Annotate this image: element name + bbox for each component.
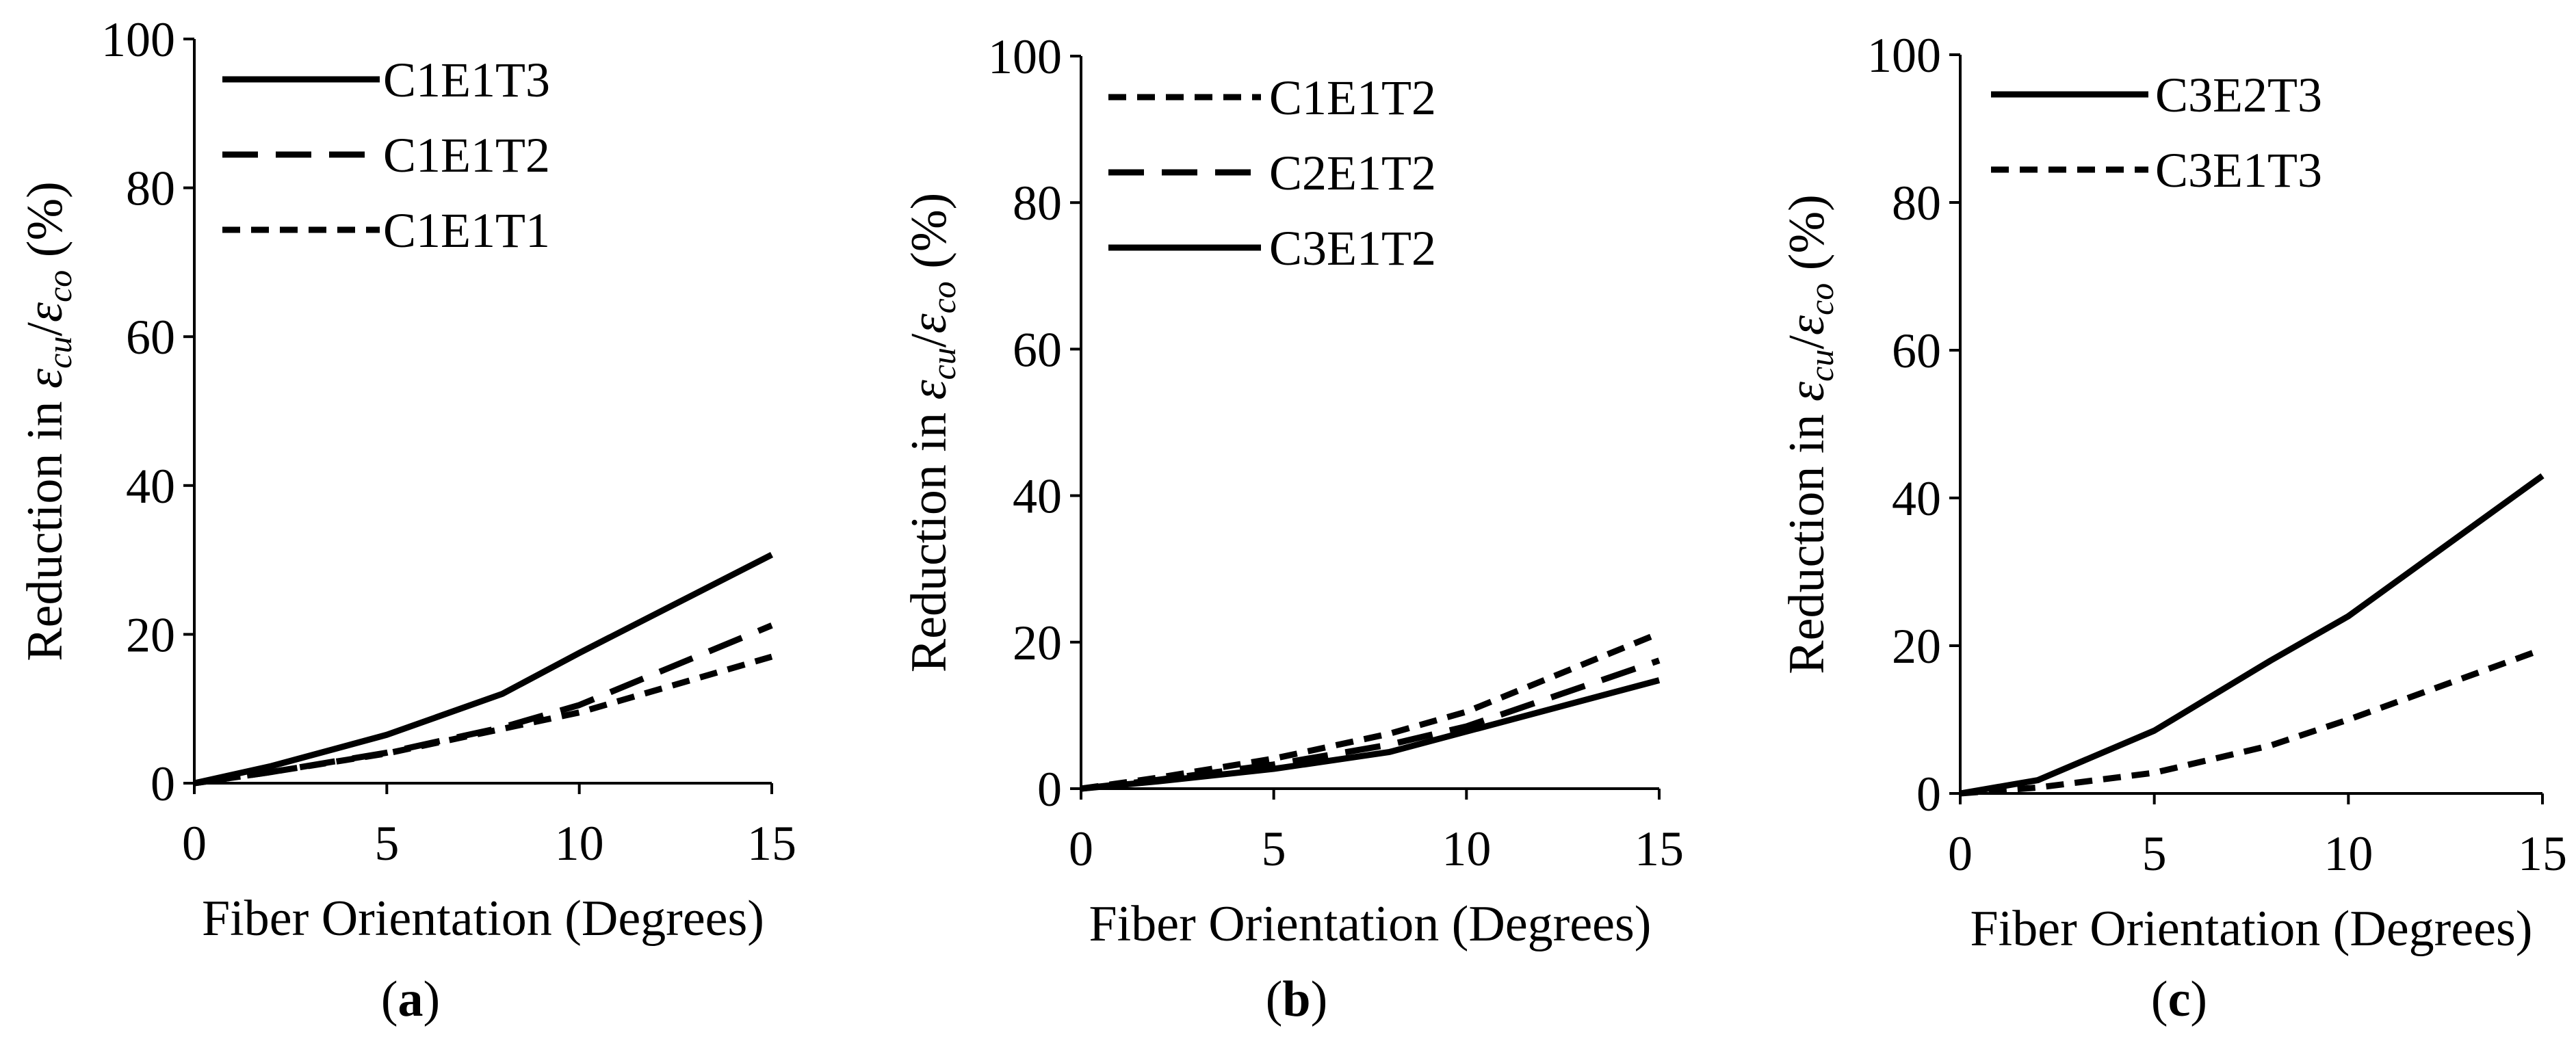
y-axis-title-den: ε xyxy=(1779,315,1835,335)
caption-close: ) xyxy=(1311,971,1328,1027)
x-tick-label: 15 xyxy=(2518,826,2567,881)
y-tick-label: 80 xyxy=(126,161,175,216)
legend-label-c2e1t2: C2E1T2 xyxy=(1269,146,1436,200)
series-line-c3e1t2 xyxy=(1080,677,1661,792)
y-axis-title-num-sub: cu xyxy=(1802,350,1840,382)
x-tick-label: 10 xyxy=(2324,826,2373,881)
y-axis-title-slash: / xyxy=(901,333,957,347)
x-axis-title: Fiber Orientation (Degrees) xyxy=(1089,896,1652,952)
y-tick-label: 60 xyxy=(1892,324,1941,378)
x-tick-label: 15 xyxy=(1635,821,1684,876)
y-axis-title-num-sub: cu xyxy=(924,347,963,380)
legend-label-c1e1t2: C1E1T2 xyxy=(1269,70,1436,125)
y-axis-title-den-sub: co xyxy=(924,281,963,313)
y-tick-label: 40 xyxy=(126,459,175,514)
legend-label-c3e2t3: C3E2T3 xyxy=(2155,68,2322,122)
legend-label-c3e1t2: C3E1T2 xyxy=(1269,221,1436,276)
y-axis-title-suffix: (%) xyxy=(1779,194,1835,282)
caption-open: ( xyxy=(1266,971,1283,1027)
x-axis-title: Fiber Orientation (Degrees) xyxy=(202,891,764,947)
series-line-c3e1t3 xyxy=(1960,646,2544,797)
caption-close: ) xyxy=(424,971,441,1027)
y-axis-title: Reduction in εcu/εco (%) xyxy=(17,181,79,661)
y-tick-label: 0 xyxy=(1037,762,1062,817)
y-tick-label: 100 xyxy=(1867,28,1941,83)
chart-panel-b: 0 20 40 60 80 100 0 5 10 15 Fiber Orientation (Deg… xyxy=(901,29,1684,1027)
series-line-c2e1t2 xyxy=(1080,657,1661,792)
x-tick-label: 5 xyxy=(374,816,399,871)
y-axis-title: Reduction in εcu/εco (%) xyxy=(1779,194,1840,674)
legend: C3E2T3 C3E1T3 xyxy=(1991,68,2322,198)
y-axis-title-prefix: Reduction in xyxy=(17,389,73,661)
y-axis-title-num-sub: cu xyxy=(40,337,79,369)
y-axis-title-slash: / xyxy=(17,322,73,337)
x-axis-title: Fiber Orientation (Degrees) xyxy=(1970,901,2533,957)
y-tick-label: 20 xyxy=(126,607,175,662)
y-tick-label: 20 xyxy=(1013,616,1062,670)
y-axis-title: Reduction in εcu/εco (%) xyxy=(901,193,963,672)
y-tick-label: 0 xyxy=(1916,767,1941,821)
y-tick-label: 80 xyxy=(1892,176,1941,231)
y-axis-title-den: ε xyxy=(17,302,73,322)
y-axis-title-suffix: (%) xyxy=(901,193,957,281)
x-tick-label: 0 xyxy=(1948,826,1973,881)
caption-letter: a xyxy=(398,971,424,1027)
y-tick-label: 40 xyxy=(1013,469,1062,524)
x-tick-label: 5 xyxy=(2142,826,2167,881)
y-tick-label: 80 xyxy=(1013,176,1062,231)
caption-open: ( xyxy=(381,971,398,1027)
y-tick-label: 0 xyxy=(151,757,175,811)
y-axis-title-num: ε xyxy=(17,368,73,389)
y-axis-title-den-sub: co xyxy=(1802,283,1840,315)
legend-label-c1e1t1: C1E1T1 xyxy=(383,203,550,258)
panel-caption: (b) xyxy=(1266,971,1327,1027)
y-axis-title-suffix: (%) xyxy=(17,181,73,269)
legend-label-c1e1t2: C1E1T2 xyxy=(383,128,550,183)
x-tick-label: 10 xyxy=(1442,821,1491,876)
series-line-c1e1t3 xyxy=(194,551,774,787)
y-axis-title-num: ε xyxy=(901,380,957,400)
panel-caption: (a) xyxy=(381,971,440,1027)
legend: C1E1T2 C2E1T2 C3E1T2 xyxy=(1108,70,1436,276)
legend-label-c3e1t3: C3E1T3 xyxy=(2155,143,2322,198)
y-tick-label: 60 xyxy=(126,310,175,365)
y-tick-label: 100 xyxy=(101,12,175,67)
series-line-c1e1t1 xyxy=(194,653,773,787)
legend: C1E1T3 C1E1T2 C1E1T1 xyxy=(222,53,550,258)
y-axis-title-num: ε xyxy=(1779,381,1835,402)
y-tick-label: 40 xyxy=(1892,471,1941,526)
caption-letter: b xyxy=(1282,971,1310,1027)
x-tick-label: 15 xyxy=(747,816,796,871)
y-tick-label: 100 xyxy=(988,29,1062,84)
x-tick-label: 5 xyxy=(1262,821,1286,876)
caption-open: ( xyxy=(2151,971,2168,1027)
y-axis-title-prefix: Reduction in xyxy=(901,400,957,673)
y-tick-label: 20 xyxy=(1892,619,1941,674)
panel-caption: (c) xyxy=(2151,971,2207,1027)
y-axis-title-prefix: Reduction in xyxy=(1779,402,1835,674)
x-tick-label: 0 xyxy=(182,816,207,871)
y-tick-label: 60 xyxy=(1013,322,1062,377)
series-line-c1e1t2 xyxy=(194,622,773,787)
y-axis-title-slash: / xyxy=(1779,335,1835,350)
chart-panel-c: 0 20 40 60 80 100 0 5 10 15 Fiber Orientation (Deg… xyxy=(1779,28,2567,1027)
x-tick-label: 0 xyxy=(1069,821,1093,876)
legend-label-c1e1t3: C1E1T3 xyxy=(383,53,550,107)
x-tick-label: 10 xyxy=(555,816,604,871)
caption-close: ) xyxy=(2190,971,2207,1027)
y-axis-title-den-sub: co xyxy=(40,270,79,302)
chart-panel-a: 0 20 40 60 80 100 0 5 10 15 Fiber Orientation (Deg… xyxy=(17,12,796,1027)
series-line-c1e1t2 xyxy=(1080,630,1661,792)
series-line-c3e2t3 xyxy=(1960,473,2545,797)
caption-letter: c xyxy=(2168,971,2191,1027)
y-axis-title-den: ε xyxy=(901,313,957,334)
